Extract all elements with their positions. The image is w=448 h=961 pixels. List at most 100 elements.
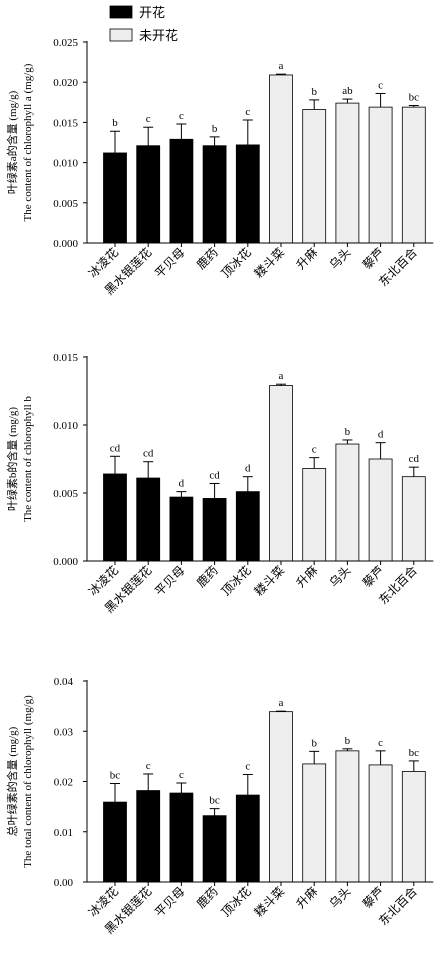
- bar: [103, 801, 127, 883]
- bar: [368, 106, 393, 244]
- significance-letter: bc: [110, 770, 121, 782]
- bar: [136, 790, 161, 883]
- legend: 开花 未开花: [109, 5, 178, 43]
- x-tick-label: 乌头: [326, 884, 354, 912]
- legend-swatch-flowering: [109, 5, 133, 19]
- x-tick-label: 藜芦: [360, 245, 387, 272]
- significance-letter: c: [179, 769, 184, 781]
- bar: [401, 771, 426, 883]
- legend-label-non-flowering: 未开花: [139, 28, 178, 43]
- y-tick-label: 0.005: [53, 488, 78, 500]
- significance-letter: c: [245, 106, 250, 118]
- x-tick-label: 顶冰花: [218, 884, 254, 920]
- bar: [269, 74, 293, 244]
- significance-letter: b: [212, 123, 218, 135]
- y-axis-label-english: The total content of chlorophyll (mg/g): [22, 695, 34, 868]
- bar: [103, 473, 127, 562]
- bar: [202, 145, 227, 244]
- significance-letter: b: [311, 737, 317, 749]
- legend-label-flowering: 开花: [139, 5, 165, 20]
- significance-letter: c: [179, 110, 184, 122]
- significance-letter: cd: [143, 448, 154, 460]
- bar: [368, 764, 393, 883]
- significance-letter: a: [279, 370, 284, 382]
- x-tick-label: 鹿药: [193, 245, 221, 273]
- y-tick-label: 0.01: [54, 827, 73, 839]
- significance-letter: c: [245, 760, 250, 772]
- y-axis-label: 总叶绿素的含量 (mg/g): [5, 726, 19, 836]
- significance-letter: cd: [110, 442, 121, 454]
- significance-letter: c: [312, 444, 317, 456]
- significance-letter: d: [179, 478, 185, 490]
- significance-letter: a: [279, 60, 284, 72]
- significance-letter: bc: [209, 795, 220, 807]
- significance-letter: d: [378, 429, 384, 441]
- x-tick-label: 顶冰花: [218, 245, 254, 281]
- x-tick-label: 藜芦: [360, 884, 387, 911]
- significance-letter: c: [146, 760, 151, 772]
- bar: [235, 794, 260, 883]
- x-tick-label: 鹿药: [193, 563, 221, 591]
- x-tick-label: 藜芦: [360, 563, 387, 590]
- bar: [169, 496, 194, 562]
- bar: [202, 815, 227, 883]
- y-tick-label: 0.015: [53, 117, 78, 129]
- bar: [202, 498, 227, 562]
- y-axis-label: 叶绿素a的含量 (mg/g): [5, 90, 19, 194]
- x-tick-label: 耧斗菜: [252, 563, 287, 598]
- y-tick-label: 0.010: [53, 420, 78, 432]
- significance-letter: a: [279, 697, 284, 709]
- y-tick-label: 0.010: [53, 158, 78, 170]
- significance-letter: b: [112, 117, 118, 129]
- x-tick-label: 耧斗菜: [252, 245, 287, 280]
- bar: [302, 109, 327, 244]
- bar: [335, 750, 360, 883]
- significance-letter: bc: [409, 747, 420, 759]
- significance-letter: bc: [409, 92, 420, 104]
- x-tick-label: 升麻: [293, 884, 321, 912]
- significance-letter: b: [345, 426, 351, 438]
- y-axis-label: 叶绿素b的含量 (mg/g): [5, 407, 19, 512]
- bar: [269, 711, 293, 883]
- significance-letter: ab: [342, 85, 353, 97]
- significance-letter: b: [345, 735, 351, 747]
- bar: [103, 152, 127, 244]
- y-tick-label: 0.04: [54, 676, 74, 688]
- bar: [136, 145, 161, 244]
- x-tick-label: 顶冰花: [218, 563, 254, 599]
- bar: [269, 385, 293, 562]
- bar: [235, 144, 260, 244]
- x-tick-label: 鹿药: [193, 884, 221, 912]
- significance-letter: c: [146, 113, 151, 125]
- bar: [302, 468, 327, 562]
- significance-letter: cd: [409, 453, 420, 465]
- bar: [401, 476, 426, 562]
- x-tick-label: 平贝母: [152, 884, 187, 919]
- y-tick-label: 0.00: [54, 877, 74, 889]
- x-tick-label: 平贝母: [152, 563, 187, 598]
- significance-letter: b: [311, 86, 317, 98]
- y-axis-label-english: The content of chlorophyll a (mg/g): [22, 63, 34, 221]
- legend-swatch-non-flowering: [109, 28, 133, 42]
- x-tick-label: 乌头: [326, 563, 354, 591]
- significance-letter: c: [378, 737, 383, 749]
- y-tick-label: 0.015: [53, 352, 78, 364]
- y-axis-label-english: The content of chlorophyll b: [22, 396, 34, 522]
- bar: [401, 106, 426, 244]
- significance-letter: d: [245, 463, 251, 475]
- bar: [335, 443, 360, 562]
- y-tick-label: 0.000: [53, 238, 78, 250]
- y-tick-label: 0.025: [53, 37, 78, 49]
- x-tick-label: 升麻: [293, 245, 321, 273]
- y-tick-label: 0.000: [53, 556, 78, 568]
- bar: [169, 138, 194, 244]
- significance-letter: cd: [209, 469, 220, 481]
- x-tick-label: 耧斗菜: [252, 884, 287, 919]
- x-tick-label: 升麻: [293, 563, 321, 591]
- y-tick-label: 0.03: [54, 726, 74, 738]
- y-tick-label: 0.020: [53, 77, 78, 89]
